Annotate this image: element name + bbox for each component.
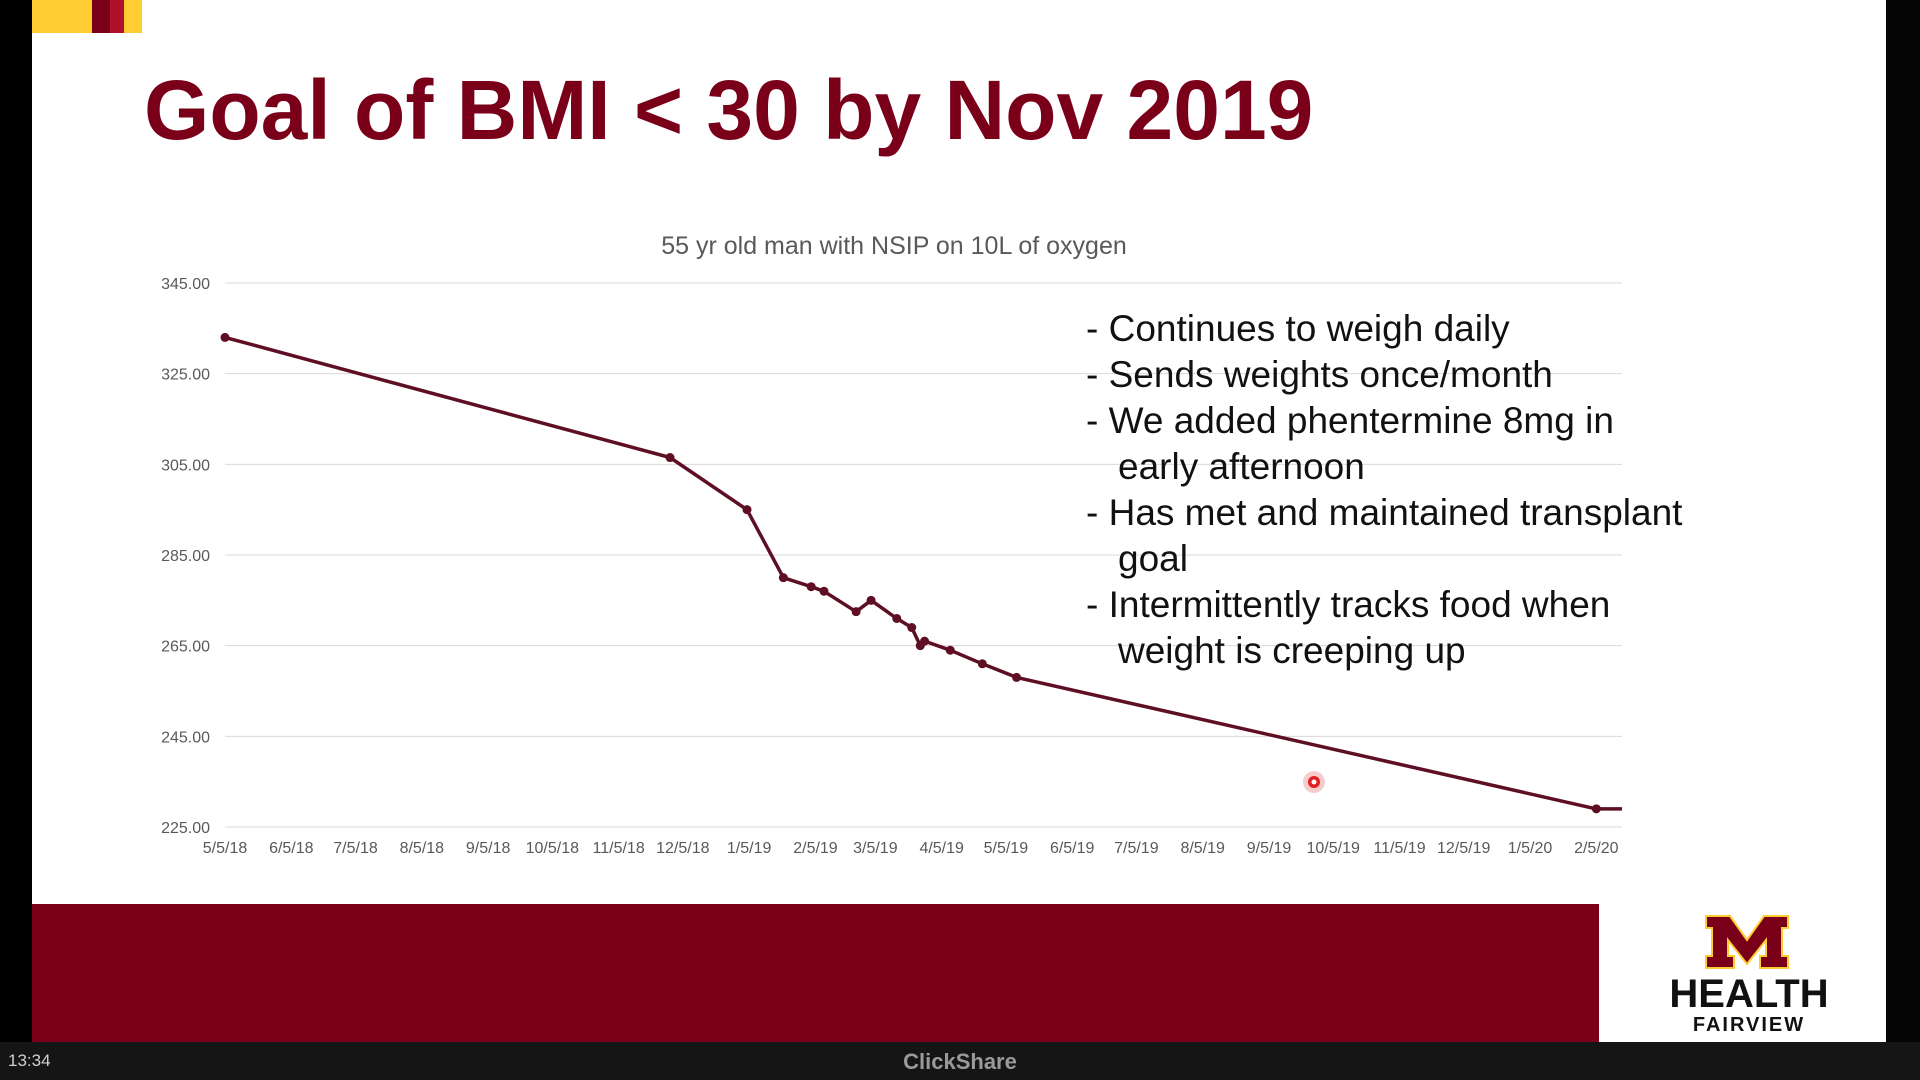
logo-wordmark: HEALTH — [1669, 972, 1829, 1016]
data-point — [977, 659, 987, 669]
data-point — [866, 595, 876, 605]
x-tick-label: 7/5/19 — [1114, 840, 1159, 857]
weight-series — [220, 332, 1622, 814]
y-tick-label: 225.00 — [161, 820, 210, 837]
y-axis: 345.00 325.00 305.00 285.00 265.00 245.00 225.… — [161, 276, 210, 837]
x-tick-label: 9/5/18 — [466, 840, 511, 857]
clickshare-brand: ClickShare — [903, 1049, 1017, 1074]
bullet-notes: Continues to weigh dailySends weights on… — [1086, 306, 1686, 674]
weight-chart: 55 yr old man with NSIP on 10L of oxygen… — [161, 232, 1622, 857]
y-tick-label: 265.00 — [161, 639, 210, 656]
bullet-note: We added phentermine 8mg in early aftern… — [1086, 398, 1686, 490]
slide: Goal of BMI < 30 by Nov 2019 55 yr old m… — [32, 0, 1886, 1042]
x-tick-label: 10/5/19 — [1306, 840, 1359, 857]
x-tick-label: 8/5/19 — [1180, 840, 1225, 857]
corner-accent-maroon — [92, 0, 110, 33]
x-tick-label: 6/5/18 — [269, 840, 314, 857]
y-tick-label: 345.00 — [161, 276, 210, 293]
x-tick-label: 9/5/19 — [1247, 840, 1292, 857]
data-point — [907, 623, 917, 633]
logo-subtitle: FAIRVIEW — [1692, 1014, 1806, 1036]
data-point — [742, 505, 752, 515]
slide-title: Goal of BMI < 30 by Nov 2019 — [144, 63, 1314, 157]
y-tick-label: 305.00 — [161, 457, 210, 474]
data-point — [851, 607, 861, 617]
x-tick-label: 12/5/18 — [656, 840, 709, 857]
x-tick-label: 11/5/18 — [593, 840, 645, 857]
data-point — [819, 586, 829, 596]
x-tick-label: 2/5/20 — [1574, 840, 1619, 857]
data-point — [1012, 672, 1022, 682]
data-point — [806, 582, 816, 592]
right-edge — [1886, 0, 1920, 1042]
x-tick-label: 3/5/19 — [853, 840, 898, 857]
taskbar: 13:34 ClickShare — [0, 1042, 1920, 1080]
x-tick-label: 10/5/18 — [526, 840, 579, 857]
chart-title: 55 yr old man with NSIP on 10L of oxygen — [661, 232, 1127, 260]
x-tick-label: 1/5/19 — [727, 840, 772, 857]
x-tick-label: 2/5/19 — [793, 840, 838, 857]
y-tick-label: 325.00 — [161, 367, 210, 384]
x-axis: 5/5/18 6/5/18 7/5/18 8/5/18 9/5/18 10/5/18 11/… — [203, 840, 1619, 857]
x-tick-label: 11/5/19 — [1373, 840, 1425, 857]
bullet-note: Has met and maintained transplant goal — [1086, 490, 1686, 582]
data-point — [778, 573, 788, 583]
data-point — [945, 645, 955, 655]
y-tick-label: 285.00 — [161, 548, 210, 565]
chart-grid — [225, 282, 1622, 828]
data-point — [892, 613, 902, 623]
taskbar-clock: 13:34 — [8, 1051, 51, 1070]
pointer-icon — [1303, 771, 1325, 793]
bullet-note: Sends weights once/month — [1086, 352, 1686, 398]
bullet-note: Continues to weigh daily — [1086, 306, 1686, 352]
x-tick-label: 6/5/19 — [1050, 840, 1095, 857]
y-tick-label: 245.00 — [161, 729, 210, 746]
x-tick-label: 5/5/19 — [984, 840, 1029, 857]
x-tick-label: 12/5/19 — [1437, 840, 1490, 857]
data-point — [220, 332, 230, 342]
x-tick-label: 8/5/18 — [400, 840, 445, 857]
data-point — [665, 453, 675, 463]
university-m-logo-icon — [1705, 915, 1789, 969]
x-tick-label: 5/5/18 — [203, 840, 248, 857]
health-fairview-logo: HEALTH FAIRVIEW — [1654, 910, 1844, 1038]
x-tick-label: 4/5/19 — [919, 840, 964, 857]
bullet-note: Intermittently tracks food when weight i… — [1086, 582, 1686, 674]
data-point — [1591, 804, 1601, 814]
corner-accent-red — [110, 0, 124, 33]
footer-band — [32, 904, 1599, 1042]
data-point — [920, 636, 930, 646]
x-tick-label: 7/5/18 — [333, 840, 378, 857]
x-tick-label: 1/5/20 — [1508, 840, 1553, 857]
